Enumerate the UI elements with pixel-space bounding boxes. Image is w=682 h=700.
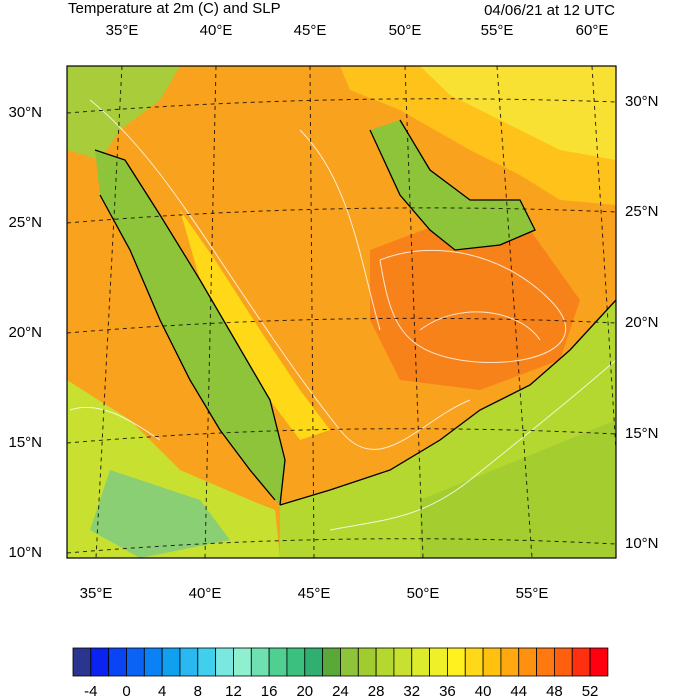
lon-label: 60°E bbox=[576, 22, 609, 39]
colorbar-box bbox=[304, 647, 324, 677]
colorbar-box bbox=[126, 647, 145, 677]
lon-label: 45°E bbox=[294, 22, 327, 39]
colorbar-label: 20 bbox=[296, 683, 313, 700]
temperature-field bbox=[67, 66, 616, 558]
colorbar-box bbox=[554, 647, 573, 677]
colorbar-box bbox=[411, 647, 430, 677]
colorbar-box bbox=[286, 647, 306, 677]
colorbar-label: 40 bbox=[475, 683, 492, 700]
valid-time: 04/06/21 at 12 UTC bbox=[484, 2, 615, 19]
colorbar-box bbox=[179, 647, 199, 677]
colorbar-box bbox=[233, 647, 252, 677]
colorbar-label: 0 bbox=[122, 683, 130, 700]
colorbar-box bbox=[447, 647, 466, 677]
lon-label: 50°E bbox=[407, 585, 440, 602]
lat-label: 25°N bbox=[8, 214, 42, 231]
colorbar-label: 28 bbox=[368, 683, 385, 700]
colorbar-label: 12 bbox=[225, 683, 242, 700]
colorbar-box bbox=[393, 647, 413, 677]
colorbar-box bbox=[72, 647, 92, 677]
colorbar-box bbox=[143, 647, 163, 677]
colorbar-box bbox=[375, 647, 395, 677]
lat-label: 10°N bbox=[625, 535, 659, 552]
lon-label: 55°E bbox=[481, 22, 514, 39]
colorbar-box bbox=[500, 647, 520, 677]
colorbar-label: 16 bbox=[261, 683, 278, 700]
lon-label: 40°E bbox=[189, 585, 222, 602]
lon-label: 35°E bbox=[106, 22, 139, 39]
colorbar-box bbox=[518, 647, 537, 677]
colorbar-box bbox=[464, 647, 484, 677]
colorbar-label: 8 bbox=[194, 683, 202, 700]
lat-label: 30°N bbox=[8, 104, 42, 121]
colorbar-label: 52 bbox=[582, 683, 599, 700]
lat-label: 20°N bbox=[625, 314, 659, 331]
colorbar-box bbox=[268, 647, 288, 677]
lon-label: 35°E bbox=[80, 585, 113, 602]
colorbar-box bbox=[250, 647, 270, 677]
colorbar-label: 32 bbox=[403, 683, 420, 700]
lat-label: 30°N bbox=[625, 93, 659, 110]
colorbar-label: 4 bbox=[158, 683, 166, 700]
lon-label: 55°E bbox=[516, 585, 549, 602]
colorbar-label: -4 bbox=[84, 683, 97, 700]
colorbar-box bbox=[340, 647, 359, 677]
colorbar-box bbox=[482, 647, 502, 677]
colorbar-box bbox=[215, 647, 234, 677]
colorbar-label: 24 bbox=[332, 683, 349, 700]
colorbar-box bbox=[161, 647, 181, 677]
colorbar-box bbox=[197, 647, 217, 677]
colorbar-box bbox=[429, 647, 448, 677]
colorbar-box bbox=[357, 647, 377, 677]
colorbar-box bbox=[536, 647, 555, 677]
lat-label: 15°N bbox=[625, 425, 659, 442]
colorbar-box bbox=[571, 647, 591, 677]
colorbar-box bbox=[108, 647, 127, 677]
lon-label: 50°E bbox=[389, 22, 422, 39]
map-frame bbox=[66, 65, 617, 559]
lat-label: 25°N bbox=[625, 203, 659, 220]
colorbar-label: 44 bbox=[510, 683, 527, 700]
colorbar-box bbox=[322, 647, 341, 677]
lat-label: 15°N bbox=[8, 434, 42, 451]
lon-label: 45°E bbox=[298, 585, 331, 602]
colorbar-box bbox=[589, 647, 609, 677]
lat-label: 20°N bbox=[8, 324, 42, 341]
colorbar-label: 48 bbox=[546, 683, 563, 700]
title: Temperature at 2m (C) and SLP bbox=[68, 0, 281, 17]
colorbar-box bbox=[90, 647, 110, 677]
lon-label: 40°E bbox=[200, 22, 233, 39]
lat-label: 10°N bbox=[8, 544, 42, 561]
colorbar-label: 36 bbox=[439, 683, 456, 700]
